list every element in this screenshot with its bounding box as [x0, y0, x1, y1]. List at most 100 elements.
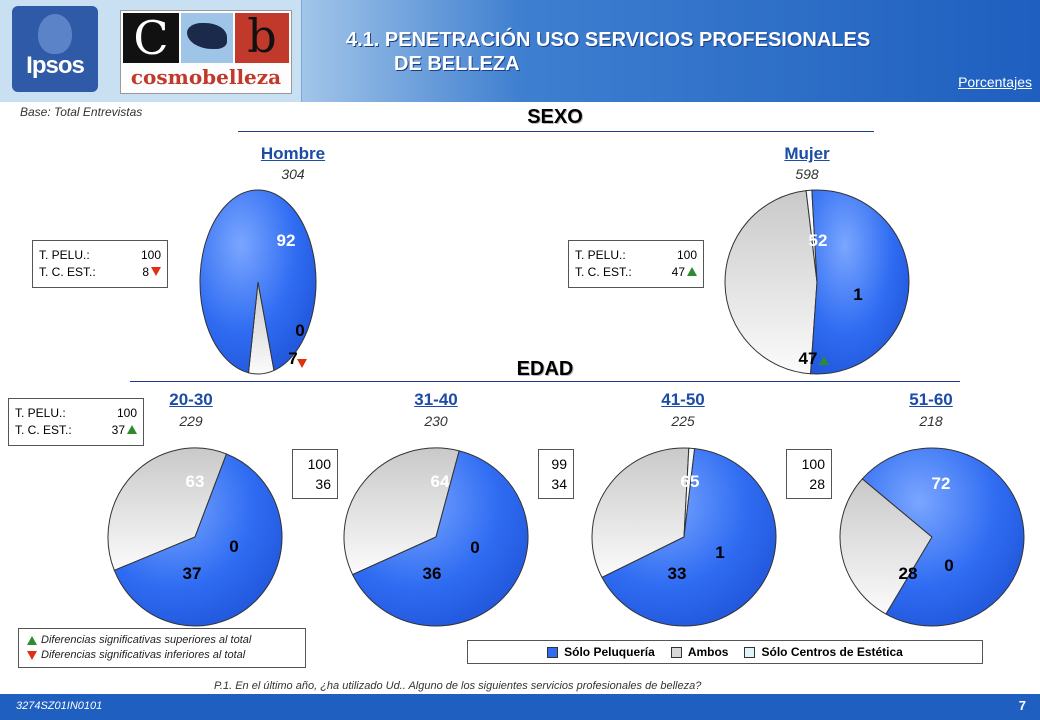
ipsos-logo-text: Ipsos [26, 52, 85, 79]
est-value: 34 [551, 476, 567, 492]
section-title-sexo: SEXO [527, 106, 583, 128]
pelu-value: 100 [307, 456, 331, 472]
group-base-20-30: 229 [179, 413, 203, 429]
logo-area: Ipsos C b cosmobelleza [0, 0, 302, 102]
pie-data-label: 33 [668, 564, 687, 583]
legend-item-solo-peluqueria: Sólo Peluquería [547, 645, 655, 659]
units-label: Porcentajes [958, 74, 1032, 90]
page-title-line1: 4.1. PENETRACIÓN USO SERVICIOS PROFESION… [346, 29, 871, 51]
header-banner: Ipsos C b cosmobelleza 4.1. PENETRACIÓN … [0, 0, 1040, 102]
totals-box-20-30: T. PELU.: 100 T. C. EST.: 37 [8, 398, 144, 446]
pie-data-label: 0 [944, 556, 953, 575]
pie-slice-solo-estetica [107, 447, 228, 571]
pie-slice-solo-estetica [591, 447, 690, 579]
group-label-hombre: Hombre [260, 144, 326, 163]
ipsos-face-icon [38, 14, 72, 54]
up-arrow-icon [687, 267, 697, 276]
pelu-value: 99 [551, 456, 567, 472]
cmb-logo-b: b [235, 13, 289, 63]
down-arrow-icon [297, 359, 307, 368]
down-arrow-icon [151, 267, 161, 276]
pie-slice-solo-peluqueria [113, 453, 283, 627]
pie-data-label: 63 [186, 472, 205, 491]
group-label-20-30: 20-30 [169, 390, 213, 409]
totals-box-31-40: 100 36 [292, 449, 338, 499]
footer-bar: 3274SZ01IN0101 7 [0, 694, 1040, 720]
legend-item-ambos: Ambos [670, 645, 729, 659]
legend-label: Ambos [687, 645, 729, 659]
totals-box-mujer: T. PELU.: 100 T. C. EST.: 47 [568, 240, 704, 288]
ipsos-logo: Ipsos [12, 6, 98, 92]
est-value: 8 [142, 265, 149, 279]
group-label-mujer: Mujer [784, 144, 830, 163]
pie-slice-solo-peluqueria [351, 450, 529, 627]
group-base-51-60: 218 [919, 413, 943, 429]
legend-label: Sólo Centros de Estética [761, 645, 903, 659]
cmb-logo-c: C [123, 13, 179, 63]
pie-data-label: 36 [423, 564, 442, 583]
group-label-51-60: 51-60 [909, 390, 953, 409]
group-base-41-50: 225 [671, 413, 695, 429]
pelu-value: 100 [140, 248, 161, 262]
section-divider-sexo [238, 131, 874, 132]
pie-slice-solo-peluqueria [861, 447, 1025, 627]
pie-data-label: 64 [431, 472, 450, 491]
down-arrow-icon [27, 651, 37, 660]
group-base-31-40: 230 [424, 413, 448, 429]
pelu-value: 100 [676, 248, 697, 262]
pie-data-label: 1 [853, 285, 862, 304]
cmb-logo-image [181, 13, 233, 63]
group-label-41-50: 41-50 [661, 390, 705, 409]
pie-data-label: 92 [277, 231, 296, 250]
pie-data-label: 0 [470, 538, 479, 557]
group-base-hombre: 304 [281, 166, 305, 182]
legend-item-solo-estetica: Sólo Centros de Estética [744, 645, 903, 659]
pie-data-label: 52 [809, 231, 828, 250]
totals-box-41-50: 99 34 [538, 449, 574, 499]
totals-box-hombre: T. PELU.: 100 T. C. EST.: 8 [32, 240, 168, 288]
pie-data-label: 7 [288, 349, 297, 368]
est-value: 47 [671, 265, 685, 279]
pie-data-label: 0 [229, 537, 238, 556]
chart-legend: Sólo Peluquería Ambos Sólo Centros de Es… [467, 640, 983, 664]
pie-slice-solo-peluqueria [601, 448, 777, 627]
est-label: T. C. EST.: [575, 265, 632, 279]
est-label: T. C. EST.: [39, 265, 96, 279]
legend-swatch [670, 646, 682, 658]
totals-box-51-60: 100 28 [786, 449, 832, 499]
section-title-edad: EDAD [516, 358, 574, 380]
significance-down-text: Diferencias significativas inferiores al… [41, 649, 246, 661]
pie-slice-solo-estetica [724, 190, 818, 375]
up-arrow-icon [819, 356, 829, 365]
question-text: P.1. En el último año, ¿ha utilizado Ud.… [214, 680, 702, 692]
pie-data-label: 0 [295, 321, 304, 340]
est-label: T. C. EST.: [15, 423, 72, 437]
legend-label: Sólo Peluquería [564, 645, 655, 659]
pie-data-label: 47 [799, 349, 818, 368]
pie-data-label: 37 [183, 564, 202, 583]
pelu-value: 100 [801, 456, 825, 472]
group-label-31-40: 31-40 [414, 390, 458, 409]
page-number: 7 [1018, 698, 1026, 713]
legend-swatch [744, 646, 756, 658]
page-title: 4.1. PENETRACIÓN USO SERVICIOS PROFESION… [346, 28, 870, 76]
est-value: 36 [315, 476, 331, 492]
pie-data-label: 28 [899, 564, 918, 583]
pie-slice-solo-peluqueria [199, 189, 317, 374]
pelu-label: T. PELU.: [575, 248, 626, 262]
legend-swatch [547, 646, 559, 658]
up-arrow-icon [127, 425, 137, 434]
est-value: 28 [809, 476, 825, 492]
pie-slice-solo-estetica [343, 447, 460, 576]
significance-up-text: Diferencias significativas superiores al… [41, 634, 252, 646]
group-base-mujer: 598 [795, 166, 819, 182]
pelu-label: T. PELU.: [15, 406, 66, 420]
pelu-value: 100 [116, 406, 137, 420]
pie-slice-solo-estetica [839, 478, 933, 615]
pie-data-label: 72 [932, 474, 951, 493]
significance-legend: Diferencias significativas superiores al… [18, 628, 306, 668]
up-arrow-icon [27, 636, 37, 645]
page-title-line2: DE BELLEZA [394, 53, 520, 75]
cosmobelleza-logo: C b cosmobelleza [120, 10, 292, 94]
